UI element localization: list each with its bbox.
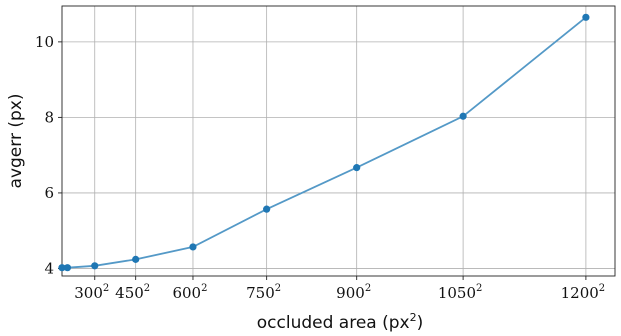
y-tick-label: 4: [44, 259, 54, 277]
x-tick-label: 7502: [246, 283, 281, 302]
grid-lines: [62, 6, 615, 276]
data-point: [263, 205, 271, 213]
tick-labels: 3002 4502 6002 7502 9002 10502 12002 4 6 8 10: [35, 33, 605, 302]
x-tick-label: 3002: [74, 283, 109, 302]
data-point: [353, 164, 361, 172]
y-tick-label: 8: [44, 108, 54, 126]
x-tick-label: 10502: [438, 283, 483, 302]
data-point: [189, 243, 197, 251]
x-axis-label: occluded area (px2): [257, 311, 423, 333]
data-point: [132, 255, 140, 263]
data-point: [582, 13, 590, 21]
data-point: [58, 264, 66, 272]
x-tick-label: 4502: [115, 283, 150, 302]
axis-ticks: [58, 41, 587, 280]
y-tick-label: 10: [35, 33, 54, 51]
x-tick-label: 12002: [561, 283, 606, 302]
series-line: [62, 16, 587, 269]
x-tick-label: 6002: [172, 283, 207, 302]
y-tick-label: 6: [44, 184, 54, 202]
data-point: [91, 262, 99, 270]
data-point: [63, 264, 72, 272]
y-axis-label: avgerr (px): [6, 94, 26, 189]
plot-frame: [61, 5, 616, 277]
x-tick-label: 9002: [336, 283, 371, 302]
data-point: [459, 112, 467, 120]
series-0: [58, 13, 590, 272]
